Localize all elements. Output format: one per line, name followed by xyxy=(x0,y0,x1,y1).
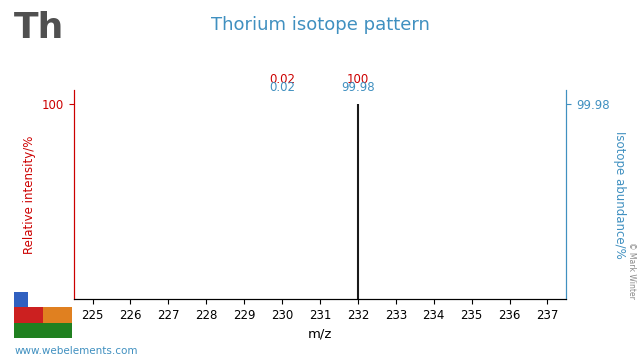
Text: 0.02: 0.02 xyxy=(269,73,295,86)
Text: Th: Th xyxy=(14,11,65,45)
Text: 99.98: 99.98 xyxy=(341,81,375,94)
Text: 100: 100 xyxy=(347,73,369,86)
Y-axis label: Isotope abundance/%: Isotope abundance/% xyxy=(613,131,627,258)
Bar xyxy=(43,307,72,323)
Text: www.webelements.com: www.webelements.com xyxy=(14,346,138,356)
X-axis label: m/z: m/z xyxy=(308,327,332,340)
Text: 0.02: 0.02 xyxy=(269,81,295,94)
Y-axis label: Relative intensity/%: Relative intensity/% xyxy=(23,135,36,253)
Bar xyxy=(14,292,28,307)
Text: © Mark Winter: © Mark Winter xyxy=(627,242,636,299)
Bar xyxy=(14,323,72,338)
Bar xyxy=(14,307,43,323)
Text: Thorium isotope pattern: Thorium isotope pattern xyxy=(211,16,429,34)
